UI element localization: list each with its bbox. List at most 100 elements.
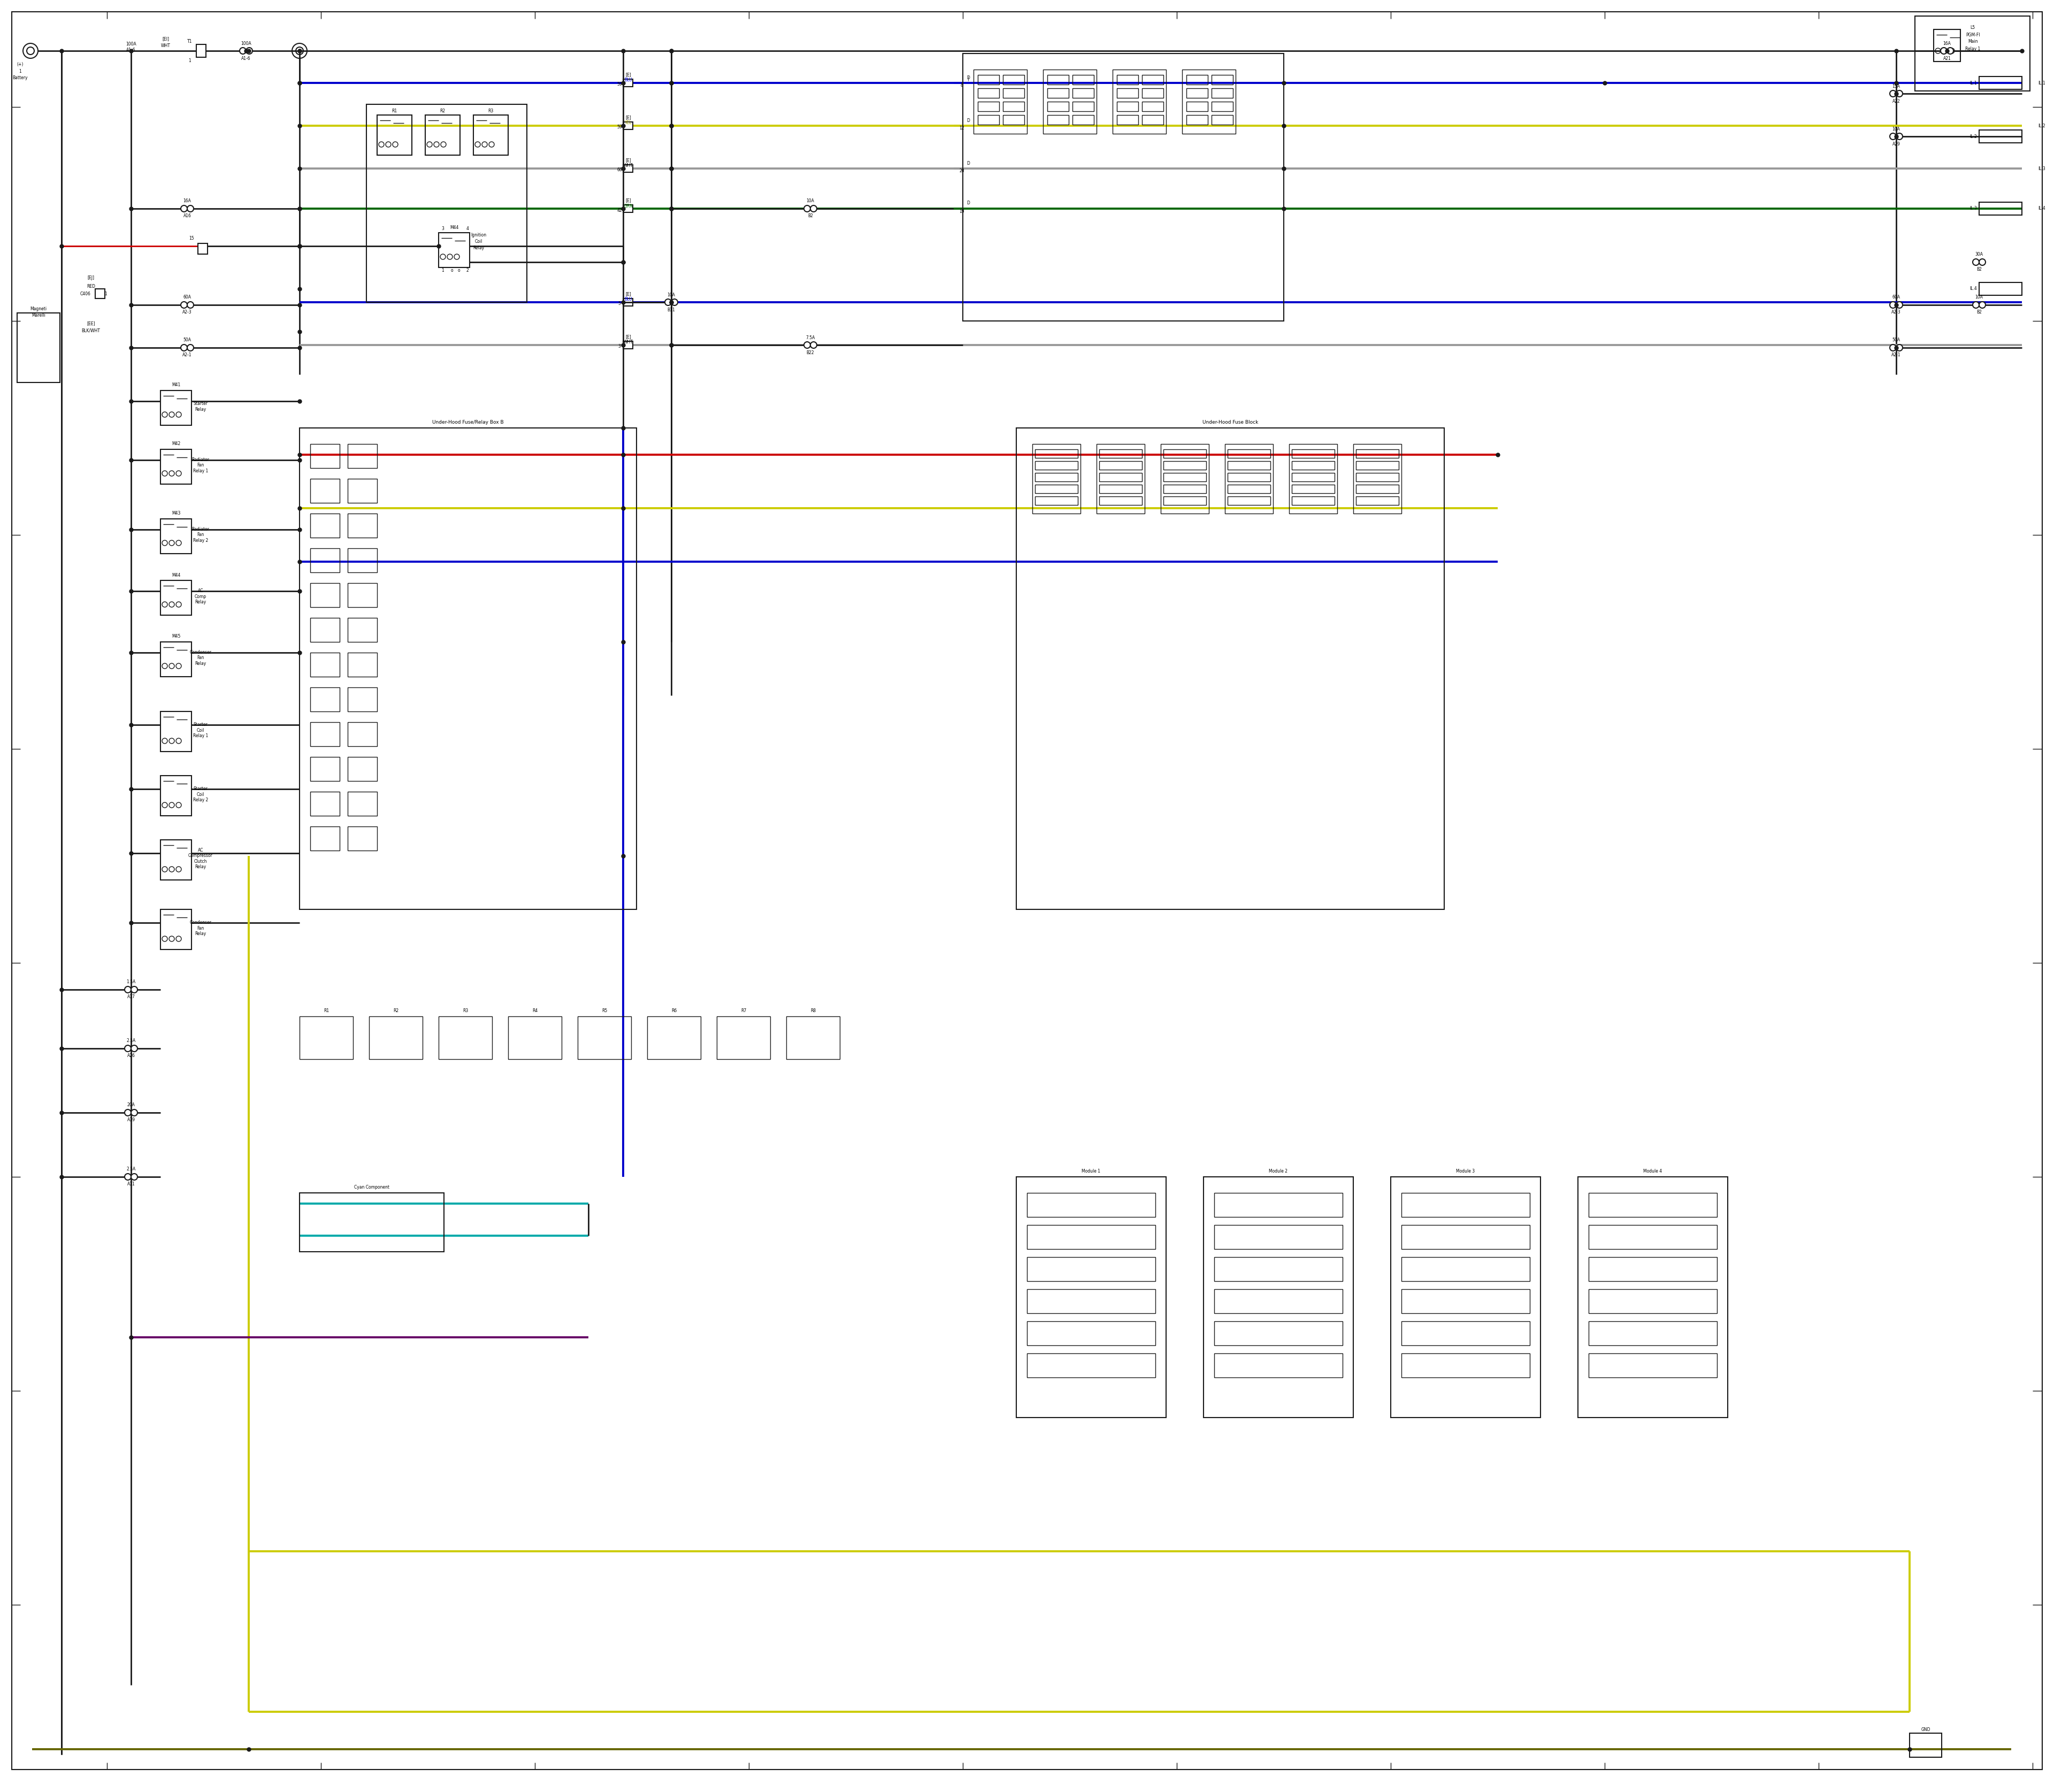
Bar (347, 756, 378, 781)
Text: WHT: WHT (160, 43, 170, 48)
Text: WHT: WHT (624, 340, 633, 344)
Bar (1072, 115, 1095, 125)
Bar (1142, 115, 1163, 125)
Bar (1212, 115, 1232, 125)
Text: [E]: [E] (626, 115, 631, 120)
Bar (1187, 115, 1208, 125)
Bar (472, 115, 507, 156)
Text: 20A: 20A (127, 1102, 136, 1107)
Bar (577, 1016, 631, 1059)
Text: Main: Main (1968, 39, 1978, 45)
Bar (1290, 444, 1337, 514)
Bar (310, 514, 339, 538)
Bar (1588, 1321, 1717, 1346)
Text: R3: R3 (462, 1009, 468, 1014)
Circle shape (1980, 301, 1986, 308)
Bar (1292, 473, 1335, 482)
Bar (1214, 1226, 1343, 1249)
Bar (1914, 16, 2029, 91)
Bar (1214, 1353, 1343, 1378)
Text: [EJ]: [EJ] (88, 276, 94, 281)
Text: 1: 1 (18, 68, 23, 73)
Text: A16: A16 (183, 213, 191, 219)
Text: BLK/WHT: BLK/WHT (82, 328, 101, 333)
Text: [E]: [E] (626, 158, 631, 163)
Text: A2-3: A2-3 (1892, 310, 1900, 315)
Bar (1027, 1193, 1154, 1217)
Text: 100A: 100A (240, 41, 251, 47)
Bar (425, 115, 460, 156)
Text: IL.1: IL.1 (1970, 81, 1976, 86)
Bar (310, 444, 339, 468)
Bar (1588, 1256, 1717, 1281)
Bar (1002, 88, 1025, 99)
Bar (366, 104, 528, 303)
Text: Module 4: Module 4 (1643, 1168, 1662, 1174)
Text: RED: RED (86, 283, 94, 289)
Text: R1: R1 (325, 1009, 329, 1014)
Bar (1072, 102, 1095, 111)
Circle shape (1890, 344, 1896, 351)
Circle shape (803, 342, 811, 348)
Text: Condenser
Fan
Relay: Condenser Fan Relay (189, 650, 212, 667)
Circle shape (125, 986, 131, 993)
Text: Ignition: Ignition (470, 233, 487, 238)
Text: M45: M45 (173, 634, 181, 640)
Bar (1588, 1353, 1717, 1378)
Bar (507, 1016, 561, 1059)
Text: Relay 1: Relay 1 (1966, 47, 1980, 52)
Text: 10A: 10A (807, 199, 813, 204)
Text: A21: A21 (1943, 56, 1951, 61)
Circle shape (1890, 90, 1896, 97)
Text: R3: R3 (487, 108, 493, 113)
Bar (160, 520, 191, 554)
Text: o: o (450, 269, 454, 272)
Text: 60A: 60A (1892, 296, 1900, 299)
Bar (300, 428, 637, 909)
Text: 42: 42 (616, 208, 622, 213)
Text: B2: B2 (1976, 310, 1982, 315)
Bar (347, 514, 378, 538)
Text: GRN: GRN (624, 204, 633, 208)
Bar (1117, 75, 1138, 84)
Bar (1048, 75, 1068, 84)
Text: Condenser
Fan
Relay: Condenser Fan Relay (189, 919, 212, 935)
Text: 1: 1 (189, 57, 191, 63)
Text: IL.1: IL.1 (2038, 81, 2046, 86)
Circle shape (811, 206, 817, 211)
Bar (1142, 88, 1163, 99)
Bar (347, 478, 378, 504)
Text: 5: 5 (618, 301, 620, 306)
Text: Battery: Battery (12, 75, 29, 81)
Circle shape (131, 986, 138, 993)
Bar (1027, 1288, 1154, 1314)
Bar (347, 722, 378, 745)
Bar (978, 88, 998, 99)
Circle shape (672, 299, 678, 305)
Bar (1002, 115, 1025, 125)
Circle shape (187, 301, 193, 308)
Text: Relay: Relay (472, 246, 485, 251)
Bar (1072, 75, 1095, 84)
Bar (1099, 473, 1142, 482)
Bar (622, 204, 633, 213)
Bar (347, 548, 378, 572)
Text: M44: M44 (173, 573, 181, 577)
Text: A17: A17 (127, 995, 136, 1000)
Circle shape (125, 1174, 131, 1181)
Text: IL.4: IL.4 (2038, 206, 2046, 211)
Text: 10A: 10A (1976, 296, 1982, 299)
Bar (160, 711, 191, 751)
Text: B31: B31 (668, 306, 676, 312)
Bar (310, 688, 339, 711)
Bar (160, 840, 191, 880)
Circle shape (803, 206, 811, 211)
Text: [EE]: [EE] (86, 321, 94, 326)
Bar (94, 289, 105, 299)
Bar (1097, 444, 1144, 514)
Text: AC
Comp
Relay: AC Comp Relay (195, 588, 207, 604)
Bar (1017, 1177, 1167, 1417)
Text: 50A: 50A (1892, 339, 1900, 342)
Circle shape (246, 48, 253, 54)
Text: Under-Hood Fuse Block: Under-Hood Fuse Block (1202, 419, 1259, 425)
